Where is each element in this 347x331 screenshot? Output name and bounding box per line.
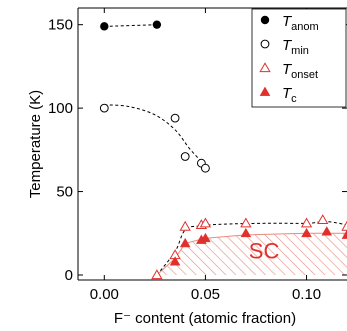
legend-label-c: Tc xyxy=(282,85,297,105)
series-onset xyxy=(151,214,347,280)
x-tick-label: 0.00 xyxy=(90,286,119,303)
point-onset-8 xyxy=(341,220,347,231)
legend-label-main: T xyxy=(282,13,293,30)
sc-region-label: SC xyxy=(249,238,280,263)
point-c-6 xyxy=(321,226,333,236)
point-c-1 xyxy=(179,237,191,248)
point-anom-0 xyxy=(100,22,109,31)
point-min-4 xyxy=(201,163,210,173)
point-min-1 xyxy=(170,113,180,123)
point-c-4 xyxy=(240,227,252,238)
series-min xyxy=(99,103,210,173)
point-onset-5 xyxy=(240,217,252,228)
point-c-7 xyxy=(341,229,347,239)
point-c-5 xyxy=(301,227,312,238)
point-anom-1 xyxy=(152,20,162,29)
x-axis-title: F⁻ content (atomic fraction) xyxy=(114,310,296,327)
point-onset-2 xyxy=(179,220,191,231)
legend-marker-min xyxy=(260,39,270,49)
y-tick-label: 50 xyxy=(56,184,73,201)
series-anom xyxy=(100,20,162,31)
legend-label-onset: Tonset xyxy=(282,61,318,81)
legend-label-sub: onset xyxy=(291,69,318,81)
point-min-2 xyxy=(180,152,190,161)
legend-label-sub: anom xyxy=(291,21,319,33)
point-c-3 xyxy=(200,232,211,243)
x-tick-label: 0.10 xyxy=(292,286,321,303)
y-tick-label: 150 xyxy=(48,17,73,34)
legend-marker-anom xyxy=(260,15,270,25)
legend-marker-onset xyxy=(259,62,271,73)
plot-area xyxy=(99,20,347,280)
point-onset-6 xyxy=(300,217,313,228)
point-onset-7 xyxy=(317,214,329,225)
trend-line-min xyxy=(104,104,206,167)
x-tick-label: 0.05 xyxy=(191,286,220,303)
legend-marker-c xyxy=(259,86,271,96)
legend-label-main: T xyxy=(282,85,293,102)
point-onset-4 xyxy=(199,217,212,228)
y-tick-label: 0 xyxy=(65,267,73,284)
legend-label-anom: Tanom xyxy=(282,13,319,33)
legend-label-main: T xyxy=(282,37,293,54)
legend-label-min: Tmin xyxy=(282,37,309,57)
y-tick-label: 100 xyxy=(48,100,73,117)
legend-label-sub: min xyxy=(291,45,309,57)
legend-label-main: T xyxy=(282,61,293,78)
point-onset-0 xyxy=(151,269,163,280)
trend-line-anom xyxy=(104,24,157,27)
series-c xyxy=(169,226,347,266)
point-c-0 xyxy=(169,256,181,266)
y-axis-title: Temperature (K) xyxy=(27,90,44,198)
legend-box xyxy=(251,8,347,108)
legend-label-sub: c xyxy=(291,93,297,105)
point-min-0 xyxy=(99,103,109,113)
trend-line-onset xyxy=(156,221,347,276)
